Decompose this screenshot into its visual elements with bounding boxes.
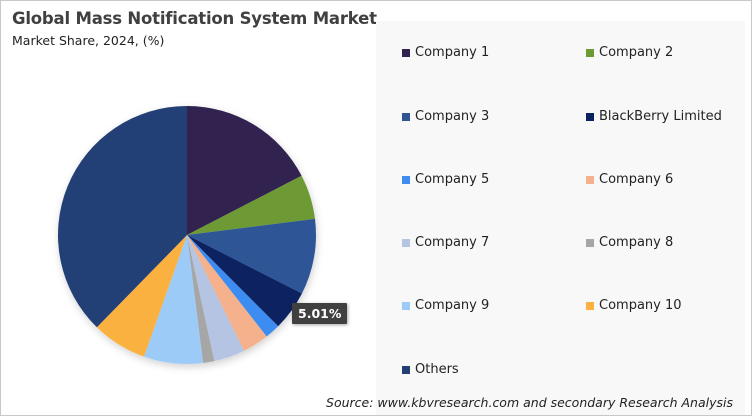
legend-label: Company 5 xyxy=(415,172,490,187)
legend-swatch-icon xyxy=(586,112,594,121)
legend-swatch-icon xyxy=(402,238,410,247)
pie-slice-blackberry-limited xyxy=(187,235,302,327)
legend-label: Others xyxy=(415,362,459,377)
legend-item-company-8: Company 8 xyxy=(586,235,673,250)
legend-item-company-10: Company 10 xyxy=(586,298,682,313)
legend-item-company-3: Company 3 xyxy=(402,109,489,124)
source-note: Source: www.kbvresearch.com and secondar… xyxy=(326,395,733,410)
legend-item-company-7: Company 7 xyxy=(402,235,489,250)
legend-swatch-icon xyxy=(586,238,594,247)
legend-label: Company 8 xyxy=(599,235,674,250)
pie-slice-company-10 xyxy=(96,235,187,357)
pie-slice-company-1 xyxy=(187,106,302,235)
pie-slice-company-9 xyxy=(143,235,204,364)
pie-slice-company-6 xyxy=(187,235,267,351)
legend-item-company-6: Company 6 xyxy=(586,172,673,187)
legend-swatch-icon xyxy=(402,301,410,310)
legend-label: Company 3 xyxy=(415,109,490,124)
legend-label: Company 2 xyxy=(599,45,674,60)
legend-item-company-2: Company 2 xyxy=(586,45,673,60)
pie-slices xyxy=(58,105,316,364)
data-label-blackberry: 5.01% xyxy=(292,303,348,324)
legend-swatch-icon xyxy=(402,175,410,184)
pie-slice-others xyxy=(58,105,187,328)
legend-label: Company 1 xyxy=(415,45,490,60)
legend-swatch-icon xyxy=(402,112,410,121)
legend-item-blackberry-limited: BlackBerry Limited xyxy=(586,109,722,124)
legend-label: Company 6 xyxy=(599,172,674,187)
pie-slice-company-8 xyxy=(187,235,215,363)
legend-swatch-icon xyxy=(586,301,594,310)
pie-svg xyxy=(58,105,316,364)
legend-swatch-icon xyxy=(586,175,594,184)
pie-slice-company-2 xyxy=(187,175,315,235)
pie-chart: 5.01% xyxy=(1,1,376,417)
legend-item-company-1: Company 1 xyxy=(402,45,489,60)
legend-swatch-icon xyxy=(586,48,594,57)
legend-label: Company 7 xyxy=(415,235,490,250)
legend-label: Company 10 xyxy=(599,298,682,313)
legend-label: Company 9 xyxy=(415,298,490,313)
legend-item-others: Others xyxy=(402,362,459,377)
legend-item-company-9: Company 9 xyxy=(402,298,489,313)
chart-title: Global Mass Notification System Market xyxy=(12,9,377,28)
pie-slice-company-5 xyxy=(187,235,279,337)
legend-swatch-icon xyxy=(402,48,410,57)
legend-swatch-icon xyxy=(402,365,410,374)
chart-subtitle: Market Share, 2024, (%) xyxy=(12,33,165,48)
pie-slice-company-3 xyxy=(187,218,316,294)
legend-panel xyxy=(376,21,745,415)
pie-slice-company-7 xyxy=(187,235,245,362)
legend-label: BlackBerry Limited xyxy=(599,109,722,124)
legend-item-company-5: Company 5 xyxy=(402,172,489,187)
